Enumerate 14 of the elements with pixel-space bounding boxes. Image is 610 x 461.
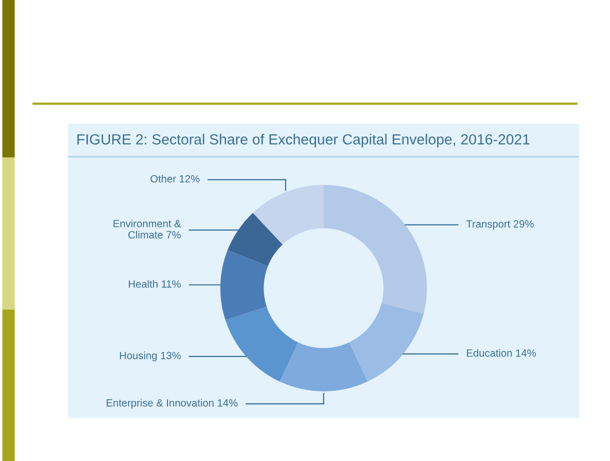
donut-slice bbox=[324, 184, 427, 314]
donut-slice bbox=[252, 184, 324, 244]
slice-label: Housing 13% bbox=[120, 352, 181, 362]
donut-slice bbox=[220, 250, 268, 320]
donut-slice bbox=[349, 303, 424, 382]
slice-label: Education 14% bbox=[466, 349, 536, 357]
slice-label: Health 11% bbox=[128, 280, 181, 288]
slice-label: Transport 29% bbox=[466, 220, 534, 230]
chart-title: FIGURE 2: Sectoral Share of Exchequer Capital Envelope, 2016-2021 bbox=[77, 134, 530, 148]
slice-label: Enterprise & Innovation 14% bbox=[106, 398, 238, 409]
slice-label: Environment & Climate 7% bbox=[114, 220, 181, 238]
donut-slice bbox=[280, 342, 368, 392]
donut-slice bbox=[225, 306, 298, 382]
slice-label: Other 12% bbox=[150, 174, 200, 183]
